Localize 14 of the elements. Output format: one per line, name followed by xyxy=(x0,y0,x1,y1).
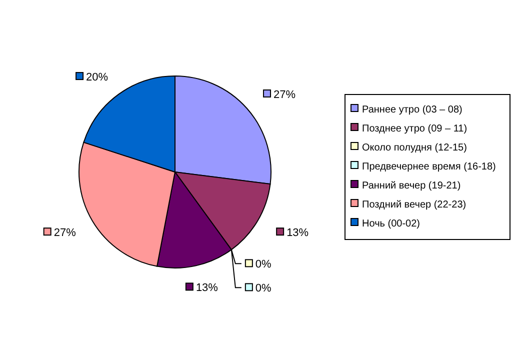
text: 0% xyxy=(255,258,272,271)
text: 0% xyxy=(255,282,272,295)
data-label: 27% xyxy=(274,88,296,101)
legend-label: Позднее утро (09 – 11) xyxy=(362,124,468,134)
data-label: 20% xyxy=(86,72,108,84)
legend-label: Около полудня (12-15) xyxy=(362,142,467,154)
legend-label: Раннее утро (03 – 08) xyxy=(362,104,462,116)
legend-label: Предвечернее время (16-18) xyxy=(362,162,496,172)
legend-label: Ночь (00-02) xyxy=(362,218,420,230)
legend-label: Поздний вечер (22-23) xyxy=(362,200,466,210)
data-label: 13% xyxy=(196,282,218,294)
data-label: 13% xyxy=(286,227,309,240)
data-label: 27% xyxy=(54,227,76,240)
legend-label: Ранний вечер (19-21) xyxy=(362,180,461,192)
